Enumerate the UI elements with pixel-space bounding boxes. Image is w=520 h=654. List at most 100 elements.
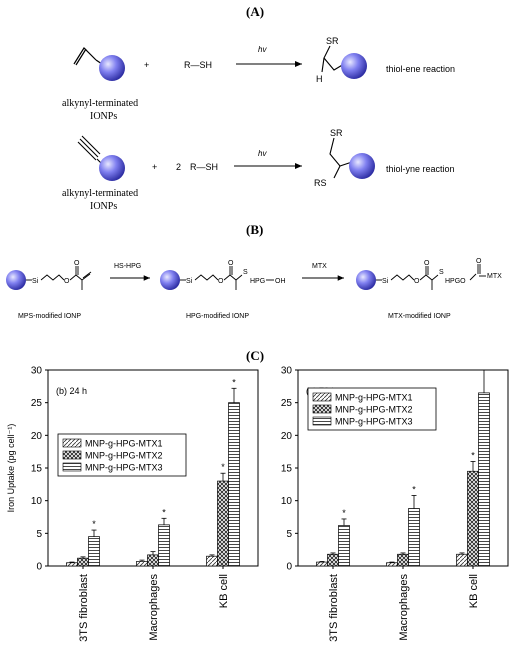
significance-star: * — [412, 484, 416, 494]
svg-text:O: O — [424, 260, 430, 267]
nanoparticle-icon — [99, 155, 125, 181]
bar — [327, 553, 339, 567]
hpg-modified-ionp: Si O O S HPG OH — [160, 260, 286, 290]
bar — [386, 562, 398, 567]
reactant-label-2a: alkynyl-terminated — [62, 188, 138, 199]
plus-sign-1: + — [144, 60, 149, 70]
legend-swatch — [312, 392, 332, 402]
bar — [66, 562, 78, 567]
legend-swatch — [312, 404, 332, 414]
y-tick-label: 25 — [31, 398, 43, 409]
svg-text:H: H — [316, 74, 323, 84]
thiol-reagent-1: R—SH — [184, 60, 212, 70]
thiol-ene-label: thiol-ene reaction — [386, 64, 455, 74]
y-tick-label: 5 — [286, 529, 292, 540]
svg-text:SR: SR — [330, 128, 343, 138]
bar — [397, 553, 409, 567]
nanoparticle-icon — [160, 270, 180, 290]
svg-text:O: O — [476, 258, 482, 265]
reagent-hs-hpg: HS-HPG — [114, 263, 141, 270]
bar — [467, 470, 479, 567]
legend-swatch — [62, 462, 82, 472]
svg-text:OH: OH — [275, 278, 286, 285]
nanoparticle-icon — [6, 270, 26, 290]
y-tick-label: 30 — [31, 366, 43, 377]
legend-label: MNP-g-HPG-MTX1 — [85, 439, 163, 449]
legend-swatch — [62, 450, 82, 460]
category-label: KB cell — [218, 574, 230, 608]
thiol-yne-label: thiol-yne reaction — [386, 164, 455, 174]
significance-star: * — [232, 377, 236, 387]
svg-text:MTX: MTX — [487, 273, 502, 280]
svg-text:Si: Si — [186, 278, 193, 285]
reactant-label-2b: IONPs — [90, 201, 117, 210]
category-label: 3TS fibroblast — [78, 574, 90, 642]
svg-text:O: O — [74, 260, 80, 267]
reactant-label-1a: alkynyl-terminated — [62, 98, 138, 109]
nanoparticle-icon — [341, 53, 367, 79]
y-tick-label: 30 — [281, 366, 293, 377]
significance-star: * — [482, 366, 486, 369]
significance-star: * — [342, 508, 346, 518]
svg-text:O: O — [414, 278, 420, 285]
plus-sign-2: + — [152, 162, 157, 172]
y-tick-label: 20 — [281, 431, 293, 442]
svg-text:S: S — [439, 269, 444, 276]
nanoparticle-icon — [99, 55, 125, 81]
y-tick-label: 0 — [286, 562, 292, 573]
hpg-label: HPG-modified IONP — [186, 313, 249, 320]
bar — [338, 525, 350, 567]
bar — [206, 555, 218, 567]
panel-label-c: (C) — [246, 348, 265, 363]
y-tick-label: 10 — [31, 496, 43, 507]
significance-star: * — [162, 507, 166, 517]
y-tick-label: 10 — [281, 496, 293, 507]
svg-text:HPG: HPG — [250, 278, 265, 285]
bar — [228, 402, 240, 567]
y-tick-label: 20 — [31, 431, 43, 442]
svg-text:S: S — [243, 269, 248, 276]
bar — [88, 536, 100, 567]
svg-text:Si: Si — [382, 278, 389, 285]
svg-text:SR: SR — [326, 36, 339, 46]
bar — [217, 480, 229, 567]
legend-label: MNP-g-HPG-MTX2 — [85, 451, 163, 461]
reagent-mtx: MTX — [312, 263, 327, 270]
y-tick-label: 25 — [281, 398, 293, 409]
svg-text:O: O — [228, 260, 234, 267]
light-label-2: hv — [258, 149, 267, 158]
significance-star: * — [221, 462, 225, 472]
mtx-modified-ionp: Si O O S HPGO O MTX — [356, 258, 502, 290]
y-tick-label: 0 — [36, 562, 42, 573]
surface-modification-scheme: Si O O MPS-modified IONP HS-HPG Si O O S… — [6, 258, 502, 320]
mtx-label: MTX-modified IONP — [388, 313, 451, 320]
bar — [316, 561, 328, 567]
category-label: Macrophages — [148, 574, 160, 641]
light-label-1: hv — [258, 45, 267, 54]
legend-swatch — [62, 438, 82, 448]
alkene-nanoparticle — [73, 47, 125, 81]
significance-star: * — [471, 450, 475, 460]
svg-text:HPGO: HPGO — [445, 278, 466, 285]
category-label: 3TS fibroblast — [328, 574, 340, 642]
legend-swatch — [312, 416, 332, 426]
thiol-reagent-2: R—SH — [190, 162, 218, 172]
y-tick-label: 15 — [281, 464, 293, 475]
bar — [478, 392, 490, 567]
alkyne-nanoparticle — [77, 135, 125, 181]
bar — [408, 508, 420, 567]
legend-label: MNP-g-HPG-MTX3 — [85, 463, 163, 473]
svg-text:O: O — [64, 278, 70, 285]
chart-title: (b) 24 h — [56, 386, 87, 396]
thiol-yne-product: SR RS — [314, 128, 375, 188]
category-label: KB cell — [468, 574, 480, 608]
legend-label: MNP-g-HPG-MTX1 — [335, 393, 413, 403]
bar — [77, 557, 89, 567]
y-tick-label: 15 — [31, 464, 43, 475]
panel-label-b: (B) — [246, 222, 264, 237]
bar — [136, 561, 148, 567]
thiol-ene-yne-scheme: + R—SH hv SR H thiol-ene reaction alkyny… — [62, 36, 455, 210]
iron-uptake-charts: 0 5 10 15 20 25 30 Iron Uptake (pg cell⁻¹) (b) 2… — [6, 366, 509, 642]
category-label: Macrophages — [398, 574, 410, 641]
legend-label: MNP-g-HPG-MTX3 — [335, 417, 413, 427]
